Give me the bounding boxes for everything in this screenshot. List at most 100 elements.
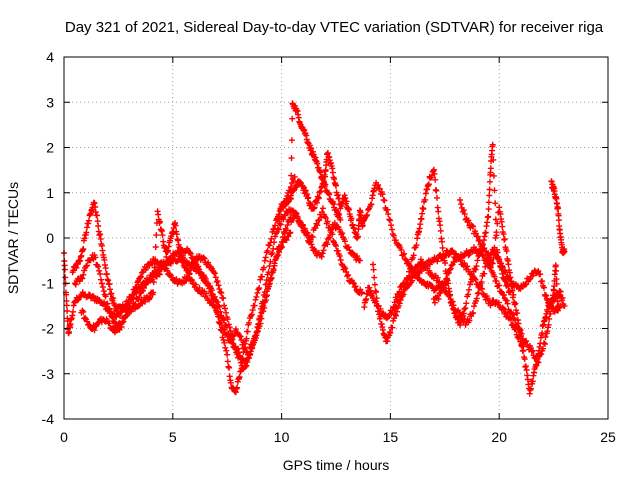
data-point (165, 264, 167, 266)
data-point (524, 282, 526, 284)
data-point (426, 284, 428, 287)
data-point (509, 318, 511, 321)
data-point (335, 187, 337, 189)
data-point (537, 269, 539, 271)
data-point (146, 264, 148, 266)
data-point (248, 323, 250, 325)
data-point (415, 241, 418, 244)
data-point (555, 196, 557, 198)
data-point (93, 327, 96, 330)
data-point (376, 305, 378, 307)
y-tick-label: 1 (46, 185, 54, 201)
data-point (516, 332, 518, 334)
data-point (553, 291, 555, 293)
data-point (544, 341, 546, 343)
series-markers (78, 205, 366, 367)
data-point (498, 287, 500, 289)
x-tick-label: 20 (491, 429, 507, 445)
data-point (119, 323, 122, 325)
data-point (152, 275, 154, 278)
data-point (133, 305, 135, 307)
data-point (115, 309, 117, 311)
data-point (485, 260, 487, 262)
data-point (479, 250, 481, 253)
data-point (74, 300, 76, 302)
data-point (459, 314, 461, 316)
data-point (285, 201, 287, 203)
y-tick-label: 0 (46, 230, 54, 246)
data-point (178, 257, 180, 259)
data-point (326, 241, 328, 244)
data-point (126, 314, 128, 316)
data-point (161, 232, 163, 235)
data-point (178, 246, 180, 248)
data-point (426, 269, 428, 271)
data-point (93, 255, 96, 257)
data-point (387, 214, 389, 216)
data-point (483, 241, 485, 244)
data-point (172, 260, 174, 262)
data-point (472, 309, 474, 311)
y-tick-label: 3 (46, 94, 54, 110)
data-point (148, 296, 150, 298)
data-point (159, 271, 161, 273)
data-point (509, 291, 511, 293)
data-point (557, 309, 559, 311)
data-point (520, 336, 522, 339)
data-point (476, 260, 479, 262)
data-point (391, 309, 394, 311)
data-point (546, 309, 548, 311)
data-point (217, 305, 220, 307)
data-point (326, 151, 328, 153)
data-point (505, 300, 507, 302)
data-point (348, 210, 350, 212)
y-tick-label: -2 (42, 321, 55, 337)
data-point (450, 250, 452, 253)
data-point (402, 291, 405, 293)
data-point (446, 291, 448, 293)
data-point (413, 269, 415, 271)
axis-ticks: 0 5 10 15 20 25 -4 -3 -2 -1 0 1 2 3 4 (42, 49, 616, 445)
y-tick-label: 2 (46, 140, 54, 156)
data-point (428, 178, 431, 180)
data-point (424, 196, 426, 198)
data-point (267, 269, 270, 271)
data-point (352, 255, 355, 257)
data-point (361, 223, 363, 226)
data-point (106, 278, 109, 280)
data-point (241, 341, 244, 343)
data-point (452, 260, 455, 262)
data-point (313, 250, 315, 253)
data-point (502, 309, 505, 311)
data-point (106, 321, 109, 323)
data-point (185, 260, 187, 262)
data-point (165, 255, 167, 257)
data-point (487, 214, 489, 216)
data-point (69, 323, 72, 325)
data-point (174, 253, 176, 255)
series-track-10 (457, 197, 568, 397)
data-point (289, 219, 291, 221)
data-point (437, 257, 439, 259)
data-point (420, 280, 422, 282)
data-point (542, 327, 544, 330)
data-point (529, 391, 531, 393)
data-point (294, 176, 296, 178)
data-point (133, 291, 135, 293)
data-point (113, 323, 115, 325)
data-point (394, 237, 396, 239)
series-track-4 (78, 205, 366, 367)
data-point (294, 187, 296, 189)
data-point (263, 305, 265, 307)
data-point (433, 300, 435, 302)
data-point (459, 255, 461, 257)
data-point (183, 264, 185, 266)
y-tick-label: -3 (42, 366, 55, 382)
data-point (555, 296, 557, 298)
data-point (511, 291, 513, 293)
data-point (559, 305, 561, 307)
data-point (463, 309, 465, 311)
data-point (344, 196, 346, 198)
data-point (304, 133, 307, 135)
